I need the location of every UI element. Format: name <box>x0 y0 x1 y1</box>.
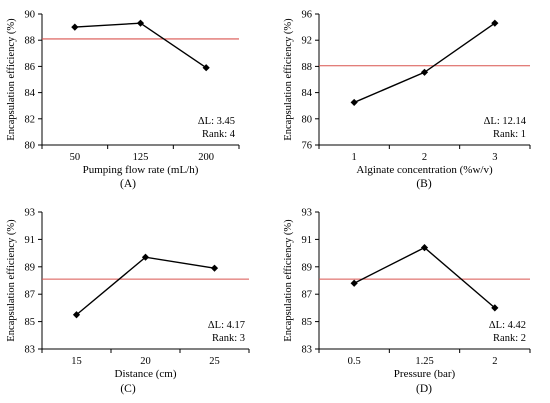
y-tick-label: 80 <box>25 141 36 152</box>
y-tick-label: 96 <box>302 10 313 21</box>
y-tick-label: 84 <box>302 88 313 99</box>
y-tick-label: 85 <box>302 317 313 328</box>
data-point <box>72 311 81 319</box>
y-tick-label: 89 <box>302 262 313 273</box>
x-tick-label: 1 <box>352 152 357 163</box>
y-tick-label: 88 <box>302 62 313 73</box>
rank-annotation: Rank: 3 <box>212 333 245 344</box>
y-tick-label: 91 <box>302 235 313 246</box>
x-axis-title: Distance (cm) <box>115 368 177 380</box>
panel-label: (C) <box>120 383 136 395</box>
y-tick-label: 83 <box>302 345 313 356</box>
x-tick-label: 0.5 <box>348 356 361 367</box>
x-tick-label: 3 <box>492 152 497 163</box>
rank-annotation: Rank: 1 <box>493 129 526 140</box>
data-point <box>350 98 358 107</box>
data-point <box>141 253 150 261</box>
y-tick-label: 83 <box>25 345 36 356</box>
x-tick-label: 125 <box>133 152 149 163</box>
delta-annotation: ΔL: 3.45 <box>198 116 235 127</box>
y-axis-title: Encapsulation efficiency (%) <box>283 219 294 342</box>
y-axis-title: Encapsulation efficiency (%) <box>283 18 294 141</box>
x-tick-label: 20 <box>140 356 151 367</box>
series-line <box>76 256 215 316</box>
chart-panel-b: 76 80 84 88 92 96 1 2 3 ΔL: 12.14 Rank: 1 Alginate … <box>283 10 531 190</box>
x-axis-title: Alginate concentration (%w/v) <box>356 164 493 176</box>
data-point <box>71 23 79 31</box>
x-tick-label: 15 <box>71 356 82 367</box>
x-axis-title: Pumping flow rate (mL/h) <box>83 164 199 176</box>
series-line <box>353 22 496 104</box>
delta-annotation: ΔL: 4.42 <box>489 320 526 331</box>
data-point <box>420 68 429 76</box>
data-point <box>420 244 429 252</box>
panel-label: (A) <box>120 178 136 190</box>
y-tick-label: 93 <box>302 208 313 219</box>
y-tick-label: 89 <box>25 262 36 273</box>
y-tick-label: 92 <box>302 36 313 47</box>
series-line <box>74 22 207 69</box>
data-point <box>136 19 145 27</box>
x-tick-label: 2 <box>422 152 427 163</box>
rank-annotation: Rank: 2 <box>493 333 526 344</box>
y-tick-label: 93 <box>25 208 36 219</box>
y-tick-label: 85 <box>25 317 36 328</box>
x-tick-label: 200 <box>198 152 214 163</box>
data-point <box>491 304 499 312</box>
panel-label: (B) <box>416 178 432 190</box>
y-axis-title: Encapsulation efficiency (%) <box>6 219 17 342</box>
x-tick-label: 2 <box>492 356 497 367</box>
y-tick-label: 76 <box>302 141 313 152</box>
y-axis-title: Encapsulation efficiency (%) <box>6 18 17 141</box>
y-tick-label: 84 <box>25 88 36 99</box>
rank-annotation: Rank: 4 <box>202 129 236 140</box>
panel-label: (D) <box>416 383 432 395</box>
y-tick-label: 87 <box>302 290 313 301</box>
y-tick-label: 82 <box>25 114 36 125</box>
y-tick-label: 90 <box>25 10 36 21</box>
y-tick-label: 91 <box>25 235 36 246</box>
chart-panel-c: 83 85 87 89 91 93 15 20 25 ΔL: 4.17 Rank: 3 Distanc… <box>6 208 250 395</box>
delta-annotation: ΔL: 4.17 <box>208 320 245 331</box>
data-point <box>210 264 219 272</box>
y-tick-label: 87 <box>25 290 36 301</box>
chart-panel-d: 83 85 87 89 91 93 0.5 1.25 2 ΔL: 4.42 Rank: 2 Press… <box>283 208 531 395</box>
y-tick-label: 86 <box>25 62 36 73</box>
x-axis-title: Pressure (bar) <box>394 368 456 380</box>
data-point <box>202 64 210 72</box>
chart-panel-a: 80 82 84 86 88 90 50 125 200 ΔL: 3.45 Rank: 4 Pumpi… <box>6 10 240 190</box>
x-tick-label: 25 <box>209 356 220 367</box>
y-tick-label: 88 <box>25 36 36 47</box>
data-point <box>491 19 499 27</box>
x-tick-label: 50 <box>70 152 81 163</box>
data-point <box>350 279 358 287</box>
x-tick-label: 1.25 <box>415 356 433 367</box>
y-tick-label: 80 <box>302 114 313 125</box>
series-line <box>353 246 496 309</box>
delta-annotation: ΔL: 12.14 <box>484 116 527 127</box>
